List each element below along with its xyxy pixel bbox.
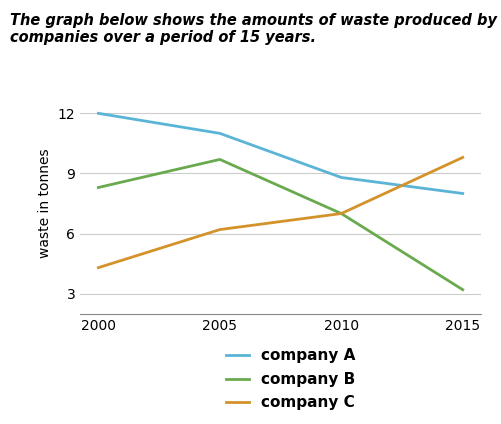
Line: company C: company C [98,157,463,268]
company C [95,265,101,270]
company C [338,211,344,216]
company A [95,111,101,116]
company B [217,157,223,162]
company A [460,191,466,196]
Text: The graph below shows the amounts of waste produced by three
companies over a pe: The graph below shows the amounts of was… [10,13,501,45]
Legend: company A, company B, company C: company A, company B, company C [220,342,361,416]
company B [460,287,466,292]
company A [217,131,223,136]
company C [460,155,466,160]
Y-axis label: waste in tonnes: waste in tonnes [38,149,52,258]
company B [95,185,101,190]
Line: company A: company A [98,113,463,193]
company A [338,175,344,180]
company B [338,211,344,216]
Line: company B: company B [98,159,463,290]
company C [217,227,223,232]
